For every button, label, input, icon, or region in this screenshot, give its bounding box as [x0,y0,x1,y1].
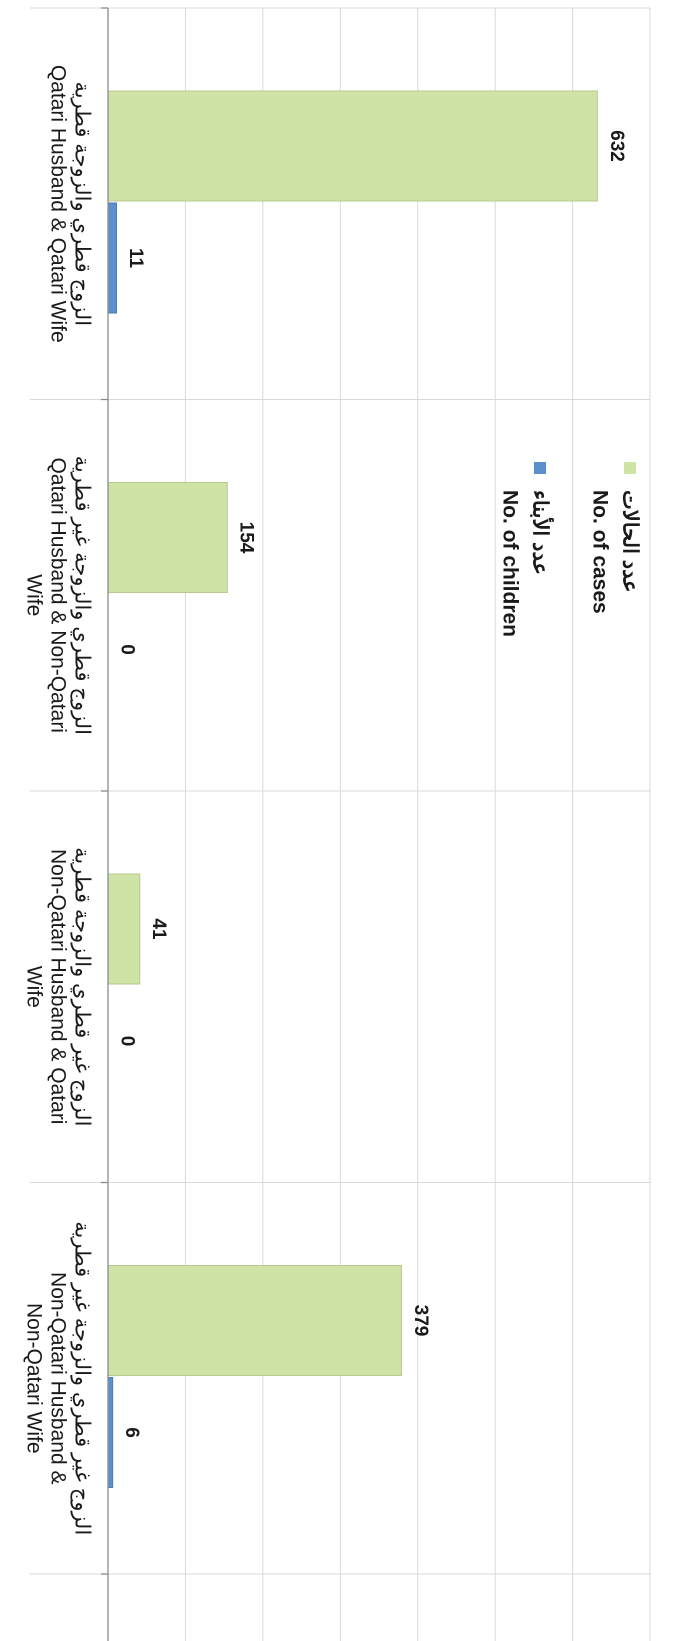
value-label-cases: 379 [410,1305,431,1337]
value-labels: 632 154 41 379 11 0 0 6 [117,130,627,1438]
bar-children [107,202,118,314]
value-label-cases: 41 [148,918,169,940]
value-label-children: 11 [125,248,146,269]
bar-children [107,1377,114,1488]
legend-label-en: No. of cases [589,490,612,614]
legend-swatch [624,462,636,474]
value-label-cases: 154 [236,522,257,554]
bar-cases [107,1265,402,1376]
value-label-children: 0 [117,1036,138,1047]
category-label-en: Qatari Husband & Non-Qatari [47,458,70,733]
category-label-en: Non-Qatari Husband & [47,1272,70,1484]
category-label-ar: الزوج غير قطري والزوجة قطرية [70,847,94,1126]
bars [107,90,598,1488]
value-label-children: 0 [117,644,138,655]
legend-label-en: No. of children [499,490,522,637]
category-label-en: Qatari Husband & Qatari Wife [47,65,70,343]
gridlines [30,7,651,1641]
category-label-en: Non-Qatari Wife [23,1303,46,1454]
bar-cases [107,873,141,985]
category-label-en: Wife [23,574,46,616]
legend-swatch [534,462,546,474]
category-axis [101,7,109,1641]
category-label-ar: الزوج قطري والزوجة غير قطرية [70,456,94,735]
legend-label-ar: عدد الأبناء [529,490,555,575]
category-label-en: Non-Qatari Husband & Qatari [47,849,70,1124]
category-label-ar: الزوج قطري والزوجة قطرية [70,81,94,326]
value-label-cases: 632 [606,130,627,162]
category-label-en: Wife [23,966,46,1008]
bar-cases [107,482,228,593]
bar-cases [107,90,598,202]
value-label-children: 6 [121,1427,142,1438]
category-label-ar: الزوج غير قطري والزوجة غير قطرية [70,1221,94,1535]
legend-label-ar: عدد الحالات [619,490,642,593]
legend: عدد الحالات No. of cases عدد الأبناء No. of… [499,462,642,637]
